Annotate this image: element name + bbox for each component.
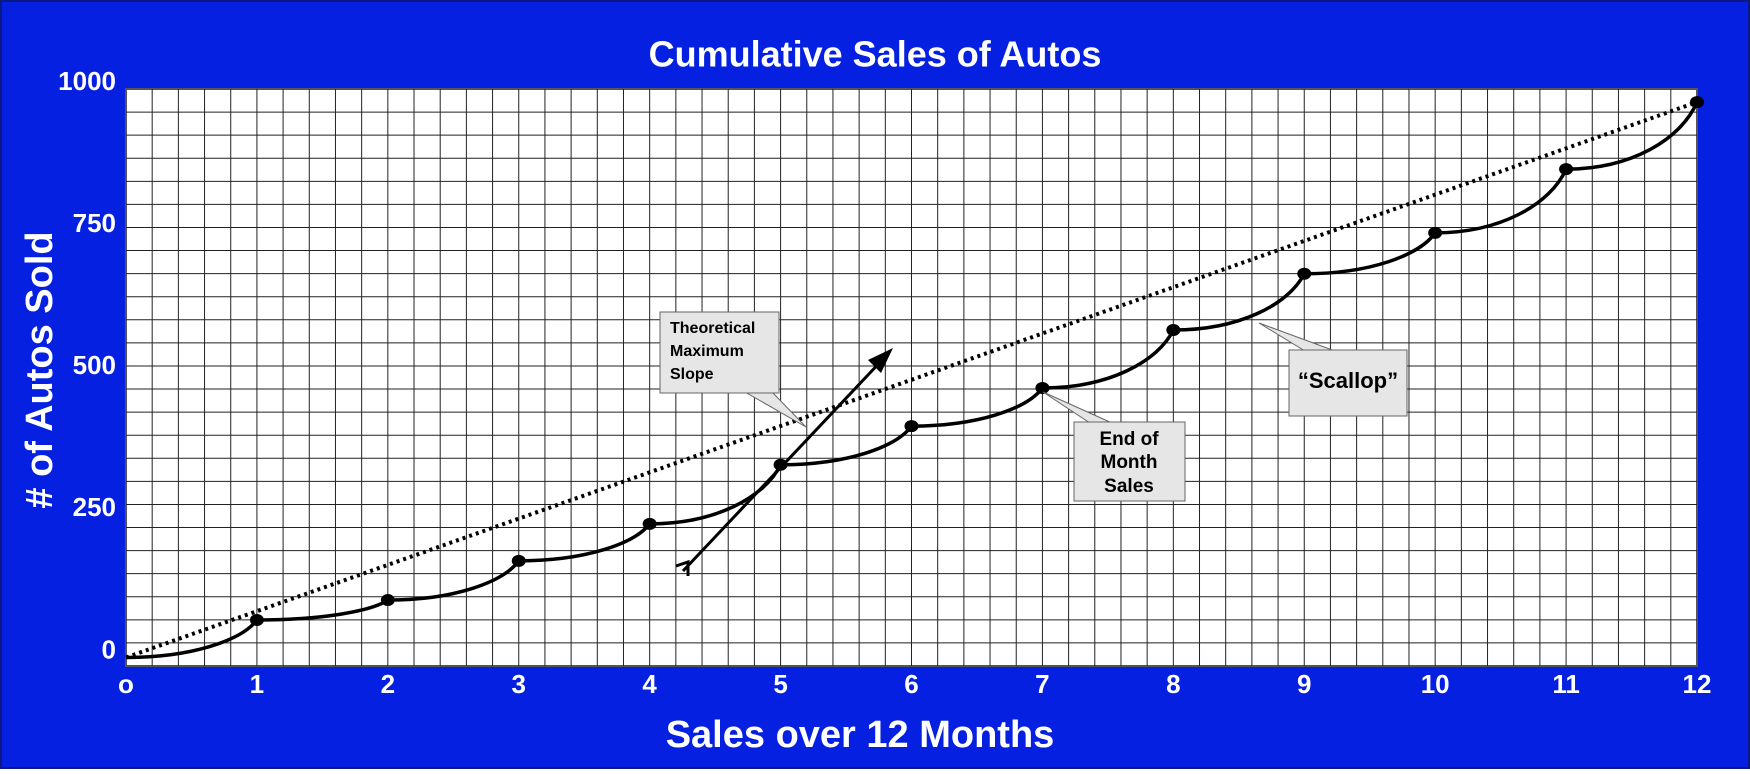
annotation-text: Maximum — [670, 343, 744, 360]
x-tick-label: 6 — [904, 669, 918, 699]
chart-title: Cumulative Sales of Autos — [649, 34, 1102, 75]
callout-box — [659, 311, 780, 394]
x-tick-label: 9 — [1297, 669, 1311, 699]
x-tick-label: 4 — [642, 669, 657, 699]
annotation-text: “Scallop” — [1298, 368, 1398, 393]
x-tick-label: 7 — [1035, 669, 1049, 699]
x-tick-label: o — [118, 669, 134, 699]
x-tick-label: 3 — [512, 669, 526, 699]
trend-line — [125, 100, 1698, 660]
annotation-text: Slope — [670, 366, 714, 383]
arrow-tail — [675, 559, 690, 576]
data-point — [1035, 382, 1050, 395]
data-point — [1166, 324, 1181, 337]
x-tick-label: 5 — [773, 669, 787, 699]
slope-arrow — [681, 356, 886, 573]
y-tick-label: 0 — [102, 634, 116, 664]
data-point — [1428, 226, 1443, 239]
x-tick-label: 1 — [250, 669, 264, 699]
x-tick-label: 11 — [1552, 669, 1580, 699]
data-point — [511, 554, 526, 567]
y-axis-label: # of Autos Sold — [19, 231, 61, 508]
callout-box — [1073, 421, 1186, 502]
x-axis-label: Sales over 12 Months — [666, 714, 1055, 756]
annotation-text: End of — [1099, 429, 1159, 450]
annotation-text: Theoretical — [670, 320, 755, 337]
x-tick-label: 8 — [1166, 669, 1180, 699]
y-tick-label: 1000 — [58, 66, 116, 96]
data-point — [1559, 163, 1574, 176]
arrow-head — [868, 348, 893, 373]
y-tick-label: 250 — [73, 492, 116, 522]
annotation-text: Month — [1101, 452, 1158, 473]
y-tick-label: 750 — [73, 208, 116, 238]
data-point — [904, 420, 919, 433]
x-tick-label: 10 — [1421, 669, 1450, 699]
data-point — [642, 517, 657, 530]
data-point — [380, 594, 395, 607]
x-tick-label: 12 — [1683, 669, 1712, 699]
callout-box — [1288, 349, 1408, 417]
data-point — [1297, 267, 1312, 280]
grid — [126, 89, 1697, 666]
annotation-text: Sales — [1104, 476, 1154, 497]
y-tick-label: 500 — [73, 350, 116, 380]
x-tick-label: 2 — [381, 669, 395, 699]
data-point — [249, 613, 264, 626]
